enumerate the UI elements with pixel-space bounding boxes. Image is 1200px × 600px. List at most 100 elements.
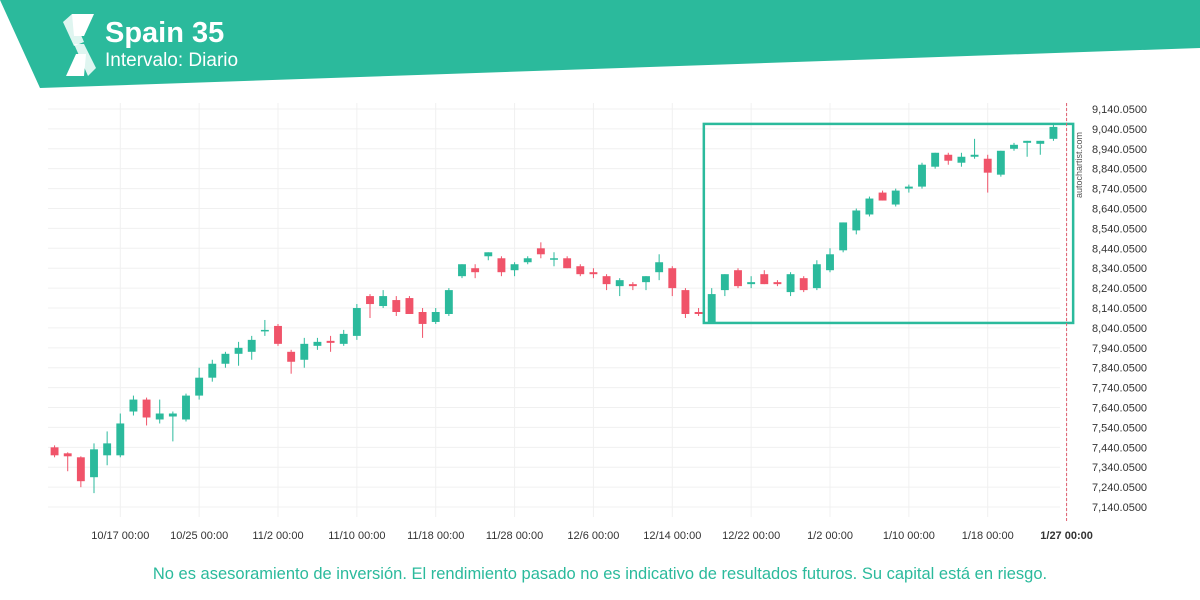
y-tick-label: 8,640.0500 [1092, 203, 1147, 215]
candle-body [497, 258, 506, 273]
y-tick-label: 7,640.0500 [1092, 403, 1147, 415]
candle-body [668, 268, 677, 289]
candle-body [983, 158, 992, 173]
candle [642, 276, 650, 291]
candle-body [392, 300, 401, 313]
candle-body [891, 190, 900, 205]
candle-body [747, 282, 756, 285]
candle-body [773, 282, 782, 285]
candle-body [116, 423, 125, 456]
candle [944, 152, 953, 165]
candle [405, 296, 414, 314]
candle [471, 264, 480, 279]
candle-body [155, 413, 164, 420]
candle [208, 359, 217, 382]
candle [431, 308, 440, 324]
x-tick-label: 12/6 00:00 [567, 530, 619, 542]
candle [182, 393, 190, 422]
candle-body [826, 254, 834, 271]
candle [655, 254, 664, 281]
y-tick-label: 8,240.0500 [1092, 283, 1147, 295]
x-tick-label: 11/10 00:00 [328, 530, 385, 542]
grid [48, 103, 1068, 517]
y-tick-label: 8,440.0500 [1092, 243, 1147, 255]
y-axis: 9,140.0500 9,040.0500 8,940.0500 8,840.0500… [1092, 104, 1147, 514]
candle-body [839, 222, 848, 251]
x-tick-label: 11/18 00:00 [407, 530, 464, 542]
candle-body [510, 264, 519, 271]
candle-body [247, 339, 256, 352]
candle-body [694, 312, 703, 314]
candle [1010, 142, 1018, 151]
x-tick-label: 1/27 00:00 [1040, 530, 1093, 542]
x-tick-label: 1/2 00:00 [807, 530, 853, 542]
candle-body [655, 262, 664, 273]
candle [720, 274, 729, 297]
candle-body [326, 340, 335, 343]
candle [536, 242, 545, 259]
candle-body [260, 329, 269, 332]
candle [891, 188, 900, 207]
candle [1036, 140, 1045, 155]
instrument-title: Spain 35 [105, 17, 225, 49]
x-tick-label: 11/2 00:00 [252, 530, 303, 542]
candle [812, 260, 821, 291]
candle [352, 304, 361, 340]
candle [734, 268, 742, 289]
candle-body [142, 399, 151, 418]
candles [50, 122, 1058, 494]
candle [970, 138, 979, 159]
candle-body [536, 248, 545, 255]
candle [707, 288, 716, 324]
candle-body [904, 186, 913, 189]
candle [313, 337, 322, 350]
x-tick-label: 12/14 00:00 [643, 530, 701, 542]
y-tick-label: 8,540.0500 [1092, 223, 1147, 235]
candle-body [208, 363, 217, 378]
candle [300, 337, 309, 368]
candle-body [221, 353, 230, 364]
candle-body [76, 457, 85, 482]
candle [379, 290, 388, 309]
y-tick-label: 9,040.0500 [1092, 124, 1147, 136]
candle-body [918, 164, 926, 187]
candle [852, 208, 861, 235]
candle-body [1023, 140, 1032, 143]
x-tick-label: 11/28 00:00 [486, 530, 543, 542]
candle-body [129, 399, 138, 412]
candle [274, 323, 282, 346]
candle [221, 351, 230, 368]
candle [418, 308, 427, 338]
y-tick-label: 8,340.0500 [1092, 263, 1147, 275]
candle [142, 397, 151, 426]
x-tick-label: 10/17 00:00 [91, 530, 149, 542]
y-tick-label: 8,140.0500 [1092, 303, 1147, 315]
candle-body [615, 280, 624, 287]
pattern-box-layer [702, 122, 1075, 325]
y-tick-label: 7,340.0500 [1092, 462, 1147, 474]
candle-body [786, 274, 795, 293]
x-axis: 10/17 00:00 10/25 00:00 11/2 00:00 11/10 00… [91, 530, 1093, 542]
candle [931, 152, 940, 169]
candle [1023, 140, 1032, 157]
candle [366, 294, 374, 318]
y-tick-label: 8,740.0500 [1092, 184, 1147, 196]
candle-body [563, 258, 572, 269]
candle-body [957, 156, 966, 163]
candle-body [996, 150, 1005, 175]
candle [878, 190, 887, 201]
candle [563, 256, 572, 269]
candle-body [602, 276, 611, 285]
candle-body [642, 276, 650, 283]
candle [510, 262, 519, 277]
candle [195, 367, 204, 400]
candle [484, 252, 493, 261]
candle [50, 445, 59, 458]
candle-body [444, 290, 453, 314]
candle-body [168, 413, 177, 417]
candle-body [63, 453, 72, 457]
candle-body [352, 308, 361, 336]
candle-body [379, 296, 388, 307]
candle-body [405, 298, 414, 314]
candle-body [878, 192, 887, 201]
